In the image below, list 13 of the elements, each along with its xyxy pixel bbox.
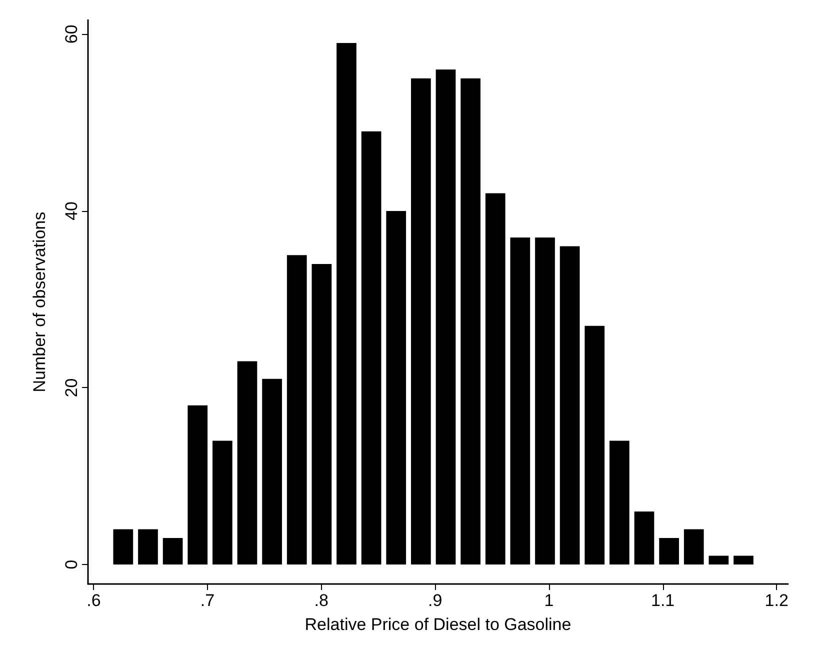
x-axis-title: Relative Price of Diesel to Gasoline: [304, 615, 572, 634]
y-tick-label: 0: [62, 560, 81, 570]
x-tick-label: .9: [428, 591, 442, 610]
x-tick-label: 1.1: [650, 591, 675, 610]
y-tick-label: 20: [62, 378, 81, 398]
y-tick-label: 60: [62, 24, 81, 44]
y-tick-label: 40: [62, 201, 81, 220]
y-axis-title: Number of observations: [30, 212, 49, 392]
x-tick-label: 1: [544, 591, 554, 610]
x-tick-label: 1.2: [764, 591, 788, 610]
x-tick-label: .8: [314, 591, 328, 610]
x-tick-label: .6: [86, 591, 101, 610]
x-tick-label: .7: [200, 591, 215, 610]
